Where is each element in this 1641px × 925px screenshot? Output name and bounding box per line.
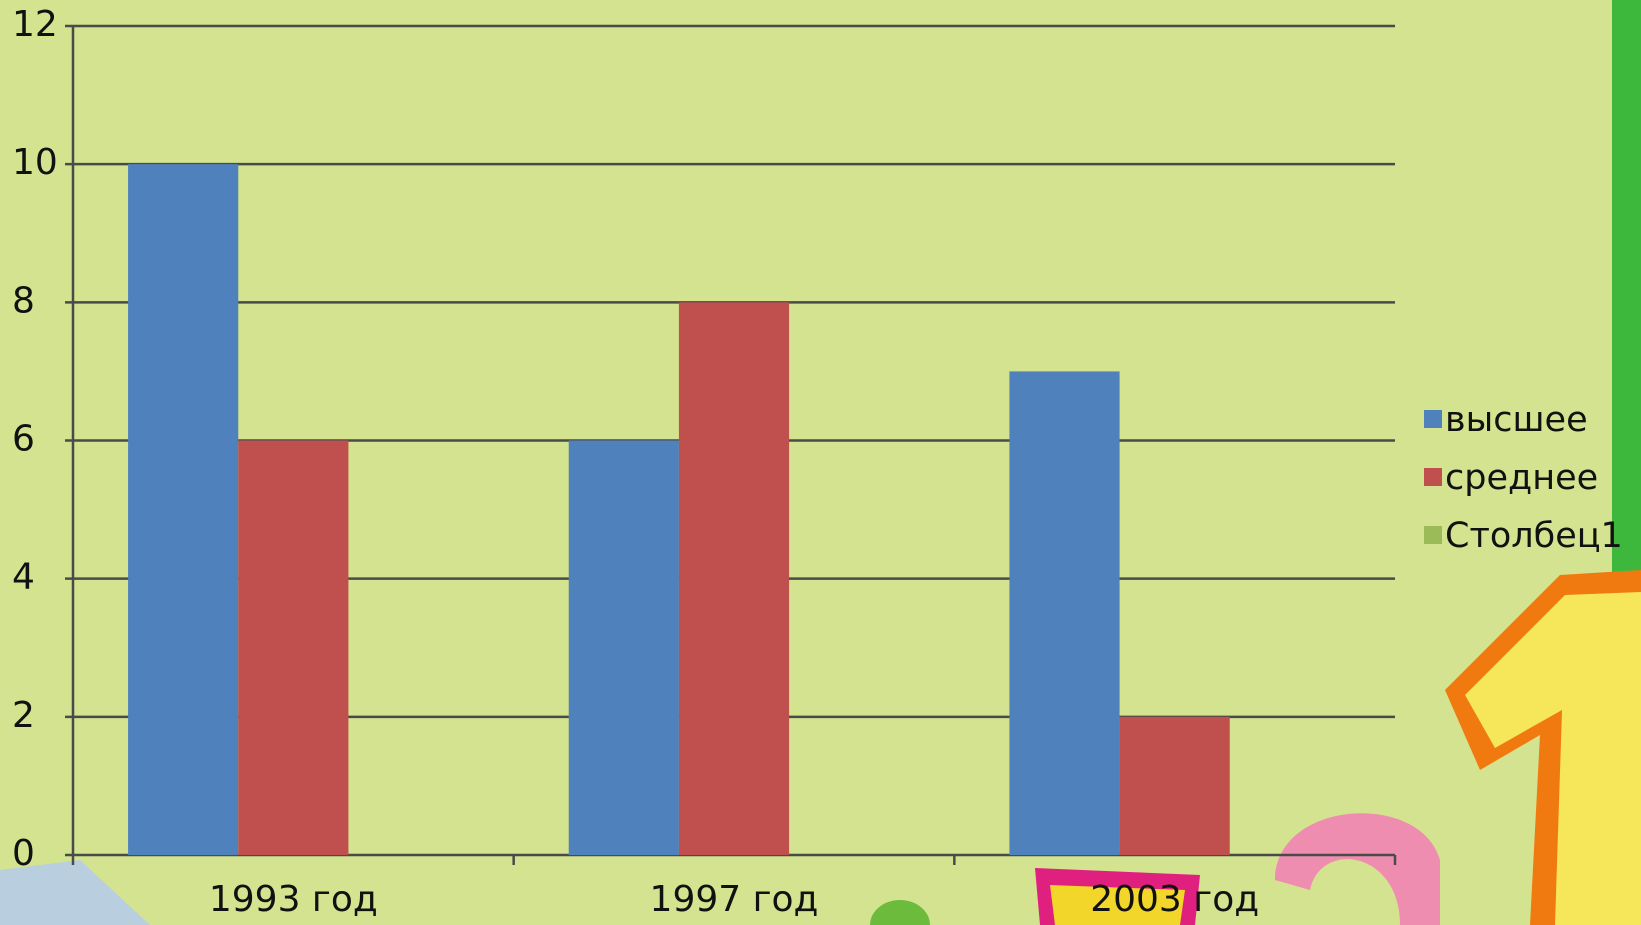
legend-swatch — [1424, 468, 1442, 486]
decor-strip — [1612, 0, 1641, 580]
y-tick-label: 8 — [12, 280, 35, 321]
bar — [1009, 371, 1120, 855]
decor-two — [1275, 813, 1440, 925]
x-tick-label: 2003 год — [1090, 879, 1259, 920]
legend-label: среднее — [1445, 458, 1598, 498]
legend-label: высшее — [1445, 400, 1588, 440]
x-tick-label: 1993 год — [209, 879, 378, 920]
decor-book — [0, 860, 150, 925]
y-tick-label: 6 — [12, 419, 35, 460]
legend-swatch — [1424, 526, 1442, 544]
legend-swatch — [1424, 410, 1442, 428]
legend-label: Столбец1 — [1445, 516, 1623, 556]
decor-letter-inner — [1050, 885, 1185, 925]
x-tick-label: 1997 год — [650, 879, 819, 920]
y-tick-label: 0 — [12, 833, 35, 874]
y-tick-label: 4 — [12, 557, 35, 598]
bar — [678, 302, 790, 855]
decor-one-inner — [1465, 592, 1641, 925]
y-tick-label: 12 — [12, 4, 58, 45]
bar — [238, 440, 349, 855]
decor-ball — [870, 900, 930, 925]
y-tick-label: 2 — [12, 695, 35, 736]
bar — [128, 164, 239, 855]
bar — [568, 440, 679, 855]
bar — [1119, 716, 1230, 855]
y-tick-label: 10 — [12, 142, 58, 183]
